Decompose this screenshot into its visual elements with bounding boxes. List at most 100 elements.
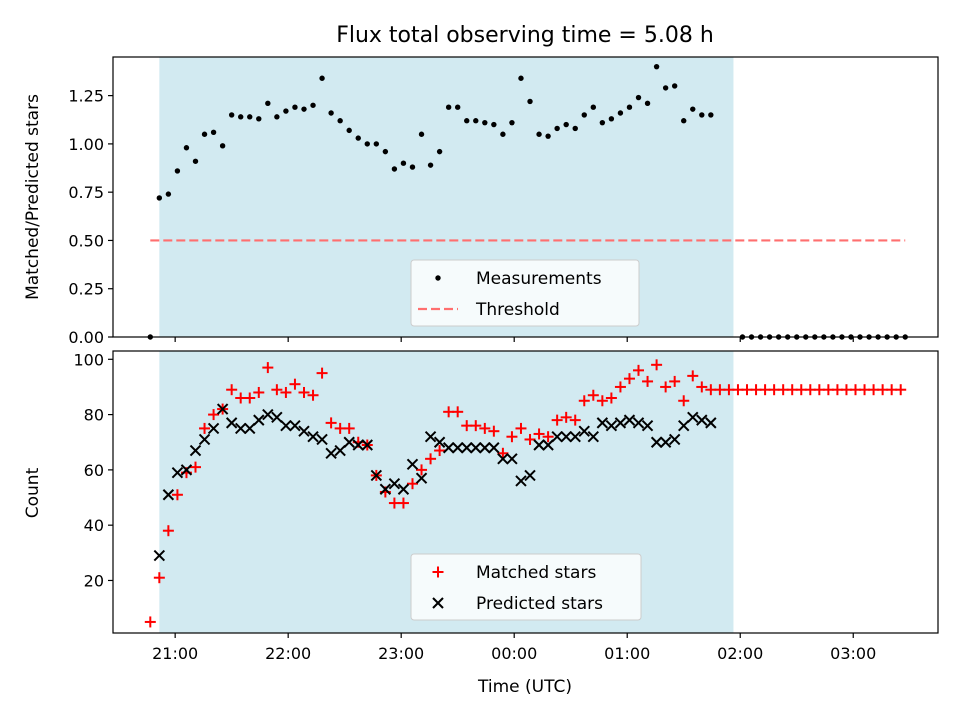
measurement-point	[436, 148, 443, 155]
matched-star-point	[298, 386, 310, 398]
measurement-point	[418, 131, 425, 137]
measurement-point	[400, 160, 407, 166]
bottom-y-axis-label: Count	[23, 467, 43, 518]
y-tick-label: 0.25	[68, 280, 104, 299]
matched-star-point	[226, 384, 238, 396]
measurement-point	[328, 110, 334, 116]
predicted-star-point	[605, 419, 618, 432]
x-tick-label: 03:00	[830, 644, 876, 663]
matched-star-point	[560, 411, 572, 423]
x-tick-label: 02:00	[717, 644, 763, 663]
predicted-star-point	[451, 442, 464, 454]
matched-star-point	[533, 428, 545, 440]
measurement-point	[572, 125, 578, 132]
matched-star-point	[190, 461, 201, 473]
x-tick-label: 00:00	[491, 644, 537, 663]
predicted-star-point	[334, 444, 346, 457]
matched-star-point	[506, 431, 518, 443]
matched-star-point	[605, 392, 617, 404]
matched-star-point	[425, 453, 437, 465]
measurement-point	[473, 118, 479, 124]
measurement-point	[364, 141, 370, 147]
measurement-point	[644, 100, 651, 107]
predicted-star-point	[379, 483, 392, 495]
legend-x-marker	[432, 597, 444, 609]
predicted-star-point	[461, 442, 473, 454]
x-tick-label: 23:00	[378, 644, 424, 663]
predicted-star-point	[569, 430, 581, 443]
predicted-star-point	[307, 430, 319, 443]
ratio-panel: 0.00 0.25 0.50 0.75 1.00 1.25 Measurements Thre…	[68, 56, 939, 347]
matched-star-point	[280, 386, 292, 398]
measurement-point	[608, 116, 615, 122]
matched-star-point	[642, 375, 654, 387]
predicted-star-point	[470, 442, 482, 454]
matched-star-point	[244, 392, 256, 404]
measurement-point	[391, 166, 398, 172]
predicted-star-point	[668, 433, 681, 446]
predicted-star-point	[325, 447, 337, 460]
measurement-point	[563, 121, 569, 128]
predicted-star-point	[189, 444, 202, 457]
predicted-star-point	[678, 419, 690, 432]
matched-star-point	[479, 422, 491, 434]
predicted-star-point	[370, 469, 383, 482]
matched-star-point	[470, 420, 482, 432]
measurement-point	[156, 195, 163, 201]
predicted-star-point	[180, 464, 193, 476]
predicted-star-point	[488, 442, 500, 454]
count-panel: 20 40 60 80 100 21:00 22:00 23:00 00:00 01:00 02:0…	[73, 350, 939, 663]
measurement-point	[681, 118, 687, 124]
measurement-point	[554, 125, 560, 132]
matched-star-point	[262, 362, 274, 374]
matched-star-point	[569, 414, 581, 426]
y-tick-label: 100	[73, 350, 104, 369]
predicted-star-point	[298, 425, 310, 437]
matched-star-point	[614, 381, 626, 393]
predicted-star-point	[316, 433, 328, 446]
measurement-point	[346, 127, 352, 134]
predicted-star-point	[361, 439, 373, 451]
measurement-point	[635, 94, 642, 101]
predicted-star-point	[533, 439, 545, 451]
matched-star-point	[171, 489, 183, 501]
predicted-star-point	[641, 419, 654, 432]
measurement-point	[201, 131, 208, 137]
legend: Matched stars Predicted stars	[410, 553, 642, 621]
matched-star-point	[687, 370, 699, 382]
legend-box	[410, 259, 640, 327]
matched-star-point	[542, 431, 554, 443]
predicted-star-point	[262, 408, 274, 421]
matched-star-point	[696, 381, 708, 393]
predicted-star-point	[388, 477, 401, 490]
y-tick-label: 1.00	[68, 135, 104, 154]
plot-frame	[112, 56, 939, 338]
predicted-star-point	[542, 439, 554, 451]
predicted-star-point	[253, 414, 265, 426]
predicted-star-point	[397, 483, 410, 495]
measurement-point	[464, 118, 470, 124]
predicted-star-point	[524, 469, 536, 482]
measurement-point	[690, 106, 696, 112]
matched-star-point	[669, 375, 681, 387]
predicted-star-point	[632, 417, 645, 429]
matched-star-point	[578, 395, 590, 407]
measurement-point	[617, 110, 624, 116]
predicted-star-point	[198, 433, 211, 446]
predicted-star-point	[596, 417, 609, 429]
legend-plus-marker	[432, 566, 444, 578]
measurement-point	[509, 119, 515, 126]
measurement-point	[256, 116, 262, 122]
predicted-star-point	[406, 458, 419, 471]
predicted-star-point	[551, 430, 563, 443]
predicted-star-point	[234, 422, 247, 435]
legend: Measurements Threshold	[410, 259, 640, 327]
predicted-star-point	[687, 411, 699, 424]
measurement-point	[301, 106, 307, 112]
matched-star-point	[199, 422, 211, 434]
predicted-star-point	[515, 475, 527, 487]
matched-star-point	[434, 445, 446, 457]
measurement-point	[662, 85, 669, 91]
measurement-point	[247, 114, 253, 120]
plot-frame	[112, 350, 939, 634]
